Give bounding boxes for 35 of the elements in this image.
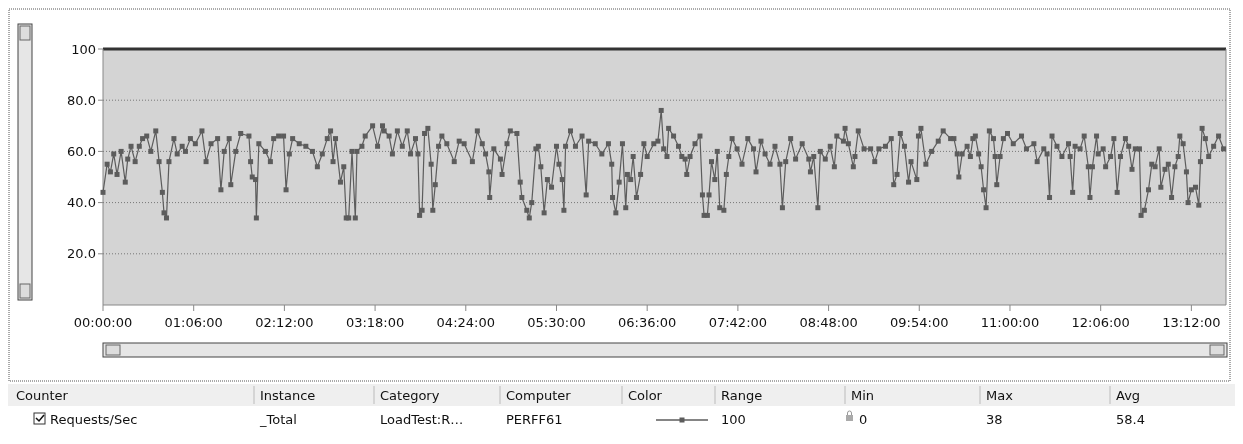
text: 58.4 xyxy=(1116,412,1145,427)
x-tick-label: 03:18:00 xyxy=(345,315,405,330)
text: Avg xyxy=(1116,388,1141,403)
x-tick-label: 01:06:00 xyxy=(164,315,223,330)
text: Counter xyxy=(16,388,69,403)
text: 0 xyxy=(859,412,868,427)
x-tick-label: 02:12:00 xyxy=(255,315,314,330)
x-tick-label: 12:06:00 xyxy=(1071,315,1130,330)
x-tick-label: 00:00:00 xyxy=(73,315,133,330)
y-tick-label: 60.0 xyxy=(67,143,96,159)
text: Min xyxy=(851,388,875,403)
text: Category xyxy=(380,388,440,403)
text: Color xyxy=(628,388,663,403)
text: Requests/Sec xyxy=(50,412,138,427)
text: 38 xyxy=(986,412,1003,427)
text: Instance xyxy=(260,388,316,403)
y-tick-label: 100 xyxy=(71,41,96,57)
text: Computer xyxy=(506,388,572,403)
text: 100 xyxy=(721,412,746,427)
x-tick-label: 04:24:00 xyxy=(436,315,495,330)
x-tick-label: 06:36:00 xyxy=(617,315,677,330)
text: Max xyxy=(986,388,1014,403)
x-tick-label: 07:42:00 xyxy=(708,315,768,330)
y-tick-label: 40.0 xyxy=(67,195,96,211)
x-tick-label: 05:30:00 xyxy=(527,315,586,330)
text: Range xyxy=(721,388,763,403)
text: _Total xyxy=(259,412,297,427)
x-tick-label: 08:48:00 xyxy=(799,315,858,330)
text: LoadTest:R… xyxy=(380,412,464,427)
y-tick-label: 80.0 xyxy=(67,92,96,108)
x-tick-label: 09:54:00 xyxy=(890,315,949,330)
text: PERFF61 xyxy=(506,412,563,427)
y-tick-label: 20.0 xyxy=(67,246,96,262)
x-tick-label: 13:12:00 xyxy=(1162,315,1221,330)
x-tick-label: 11:00:00 xyxy=(980,315,1040,330)
